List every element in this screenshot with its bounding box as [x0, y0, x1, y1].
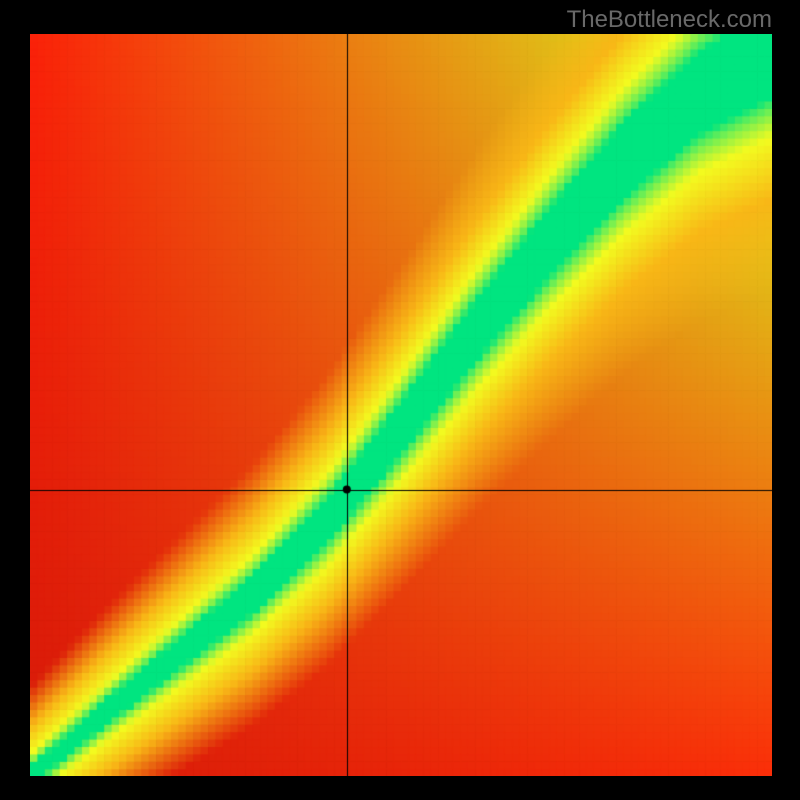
heatmap-plot: [30, 34, 772, 776]
watermark-text: TheBottleneck.com: [567, 6, 772, 34]
chart-container: TheBottleneck.com: [0, 0, 800, 800]
